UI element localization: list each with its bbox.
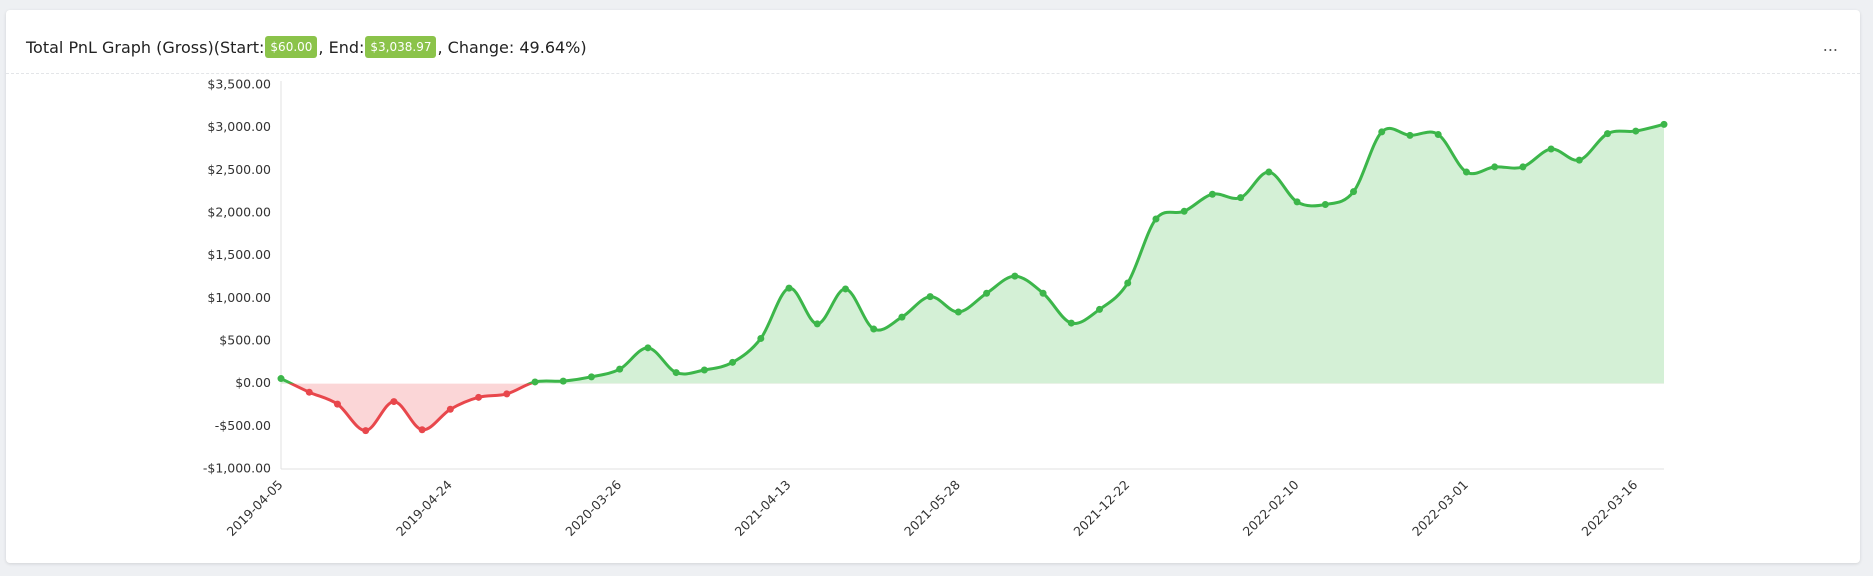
area — [281, 124, 1664, 431]
point — [983, 289, 991, 297]
point — [616, 365, 624, 373]
y-tick-label: $1,500.00 — [207, 247, 271, 262]
y-tick-label: $2,000.00 — [207, 205, 271, 220]
x-tick-label: 2021-04-13 — [732, 477, 794, 539]
point — [898, 313, 906, 321]
point — [390, 398, 398, 406]
x-tick-label: 2019-04-05 — [224, 477, 286, 539]
point — [757, 334, 765, 342]
point — [446, 405, 454, 413]
change: , Change: 49.64%) — [437, 37, 587, 57]
point — [503, 390, 511, 398]
point — [1265, 168, 1273, 176]
end-label: , End: — [318, 37, 365, 57]
end-badge: $3,038.97 — [365, 36, 437, 58]
point — [926, 293, 934, 301]
point — [644, 344, 652, 352]
start-badge: $60.00 — [265, 36, 318, 58]
point — [1660, 120, 1668, 128]
point — [672, 369, 680, 377]
point — [475, 393, 483, 401]
point — [954, 308, 962, 316]
y-tick-label: $0.00 — [235, 375, 271, 390]
y-tick-label: $1,000.00 — [207, 290, 271, 305]
line — [280, 122, 1665, 433]
point — [1124, 279, 1132, 287]
point — [1293, 198, 1301, 206]
point — [559, 377, 567, 385]
point — [1604, 130, 1612, 138]
y-tick-label: -$1,000.00 — [203, 461, 271, 476]
header: Total PnL Graph (Gross)(Start: $60.00 , … — [26, 36, 587, 58]
point — [1208, 190, 1216, 198]
point — [305, 388, 313, 396]
point — [1434, 130, 1442, 138]
x-tick-label: 2022-02-10 — [1240, 477, 1302, 539]
point — [1632, 127, 1640, 135]
point — [1491, 163, 1499, 171]
point — [785, 284, 793, 292]
y-tick-label: $3,000.00 — [207, 119, 271, 134]
y-tick-label: $500.00 — [219, 333, 271, 348]
point — [1350, 188, 1358, 196]
point — [1547, 145, 1555, 153]
x-tick-label: 2022-03-16 — [1578, 477, 1640, 539]
point — [813, 320, 821, 328]
point — [1180, 207, 1188, 215]
point — [1406, 131, 1414, 139]
point — [700, 366, 708, 374]
point — [841, 285, 849, 293]
point — [333, 400, 341, 408]
point — [1096, 305, 1104, 313]
y-tick-label: -$500.00 — [215, 418, 271, 433]
x-tick-label: 2021-12-22 — [1070, 477, 1132, 539]
point — [587, 373, 595, 381]
point — [1321, 200, 1329, 208]
point — [1039, 289, 1047, 297]
point — [1152, 215, 1160, 223]
x-tick-label: 2019-04-24 — [393, 477, 455, 539]
point — [1575, 156, 1583, 164]
y-tick-label: $3,500.00 — [207, 77, 271, 92]
point — [1519, 163, 1527, 171]
point — [1011, 272, 1019, 280]
title: Total PnL Graph (Gross)(Start: — [26, 37, 265, 57]
x-tick-label: 2020-03-26 — [562, 477, 624, 539]
x-tick-label: 2022-03-01 — [1409, 477, 1471, 539]
point — [1237, 194, 1245, 202]
y-tick-label: $2,500.00 — [207, 162, 271, 177]
point — [362, 427, 370, 435]
point — [1067, 319, 1075, 327]
menu-button[interactable]: ... — [1822, 36, 1838, 55]
point — [418, 426, 426, 434]
x-tick-label: 2021-05-28 — [901, 477, 963, 539]
point — [531, 378, 539, 386]
point — [729, 358, 737, 366]
point — [1378, 128, 1386, 136]
point — [277, 375, 285, 383]
point — [870, 325, 878, 333]
point — [1462, 168, 1470, 176]
separator — [6, 73, 1860, 74]
